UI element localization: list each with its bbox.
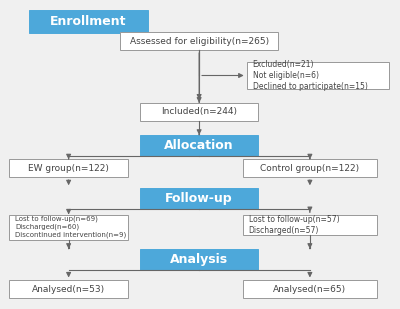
Text: EW group(n=122): EW group(n=122) xyxy=(28,164,109,173)
Text: Assessed for eligibility(n=265): Assessed for eligibility(n=265) xyxy=(130,37,269,46)
FancyBboxPatch shape xyxy=(140,103,258,121)
Text: Analysed(n=65): Analysed(n=65) xyxy=(273,285,346,294)
Text: Analysis: Analysis xyxy=(170,253,228,266)
Text: Excluded(n=21)
Not eligible(n=6)
Declined to participate(n=15): Excluded(n=21) Not eligible(n=6) Decline… xyxy=(252,60,368,91)
FancyBboxPatch shape xyxy=(243,215,377,235)
Text: Included(n=244): Included(n=244) xyxy=(161,107,237,116)
Text: Enrollment: Enrollment xyxy=(50,15,127,28)
FancyBboxPatch shape xyxy=(140,188,258,209)
Text: Control group(n=122): Control group(n=122) xyxy=(260,164,360,173)
FancyBboxPatch shape xyxy=(9,214,128,240)
Text: Allocation: Allocation xyxy=(164,139,234,152)
FancyBboxPatch shape xyxy=(140,249,258,270)
FancyBboxPatch shape xyxy=(243,159,377,177)
Text: Lost to follow-up(n=69)
Discharged(n=60)
Discontinued intervention(n=9): Lost to follow-up(n=69) Discharged(n=60)… xyxy=(15,216,126,238)
FancyBboxPatch shape xyxy=(29,10,148,33)
Text: Analysed(n=53): Analysed(n=53) xyxy=(32,285,105,294)
FancyBboxPatch shape xyxy=(9,159,128,177)
Text: Lost to follow-up(n=57)
Discharged(n=57): Lost to follow-up(n=57) Discharged(n=57) xyxy=(248,215,339,235)
FancyBboxPatch shape xyxy=(243,280,377,298)
Text: Follow-up: Follow-up xyxy=(165,193,233,205)
FancyBboxPatch shape xyxy=(120,32,278,50)
FancyBboxPatch shape xyxy=(9,280,128,298)
FancyBboxPatch shape xyxy=(140,135,258,156)
FancyBboxPatch shape xyxy=(246,62,389,89)
